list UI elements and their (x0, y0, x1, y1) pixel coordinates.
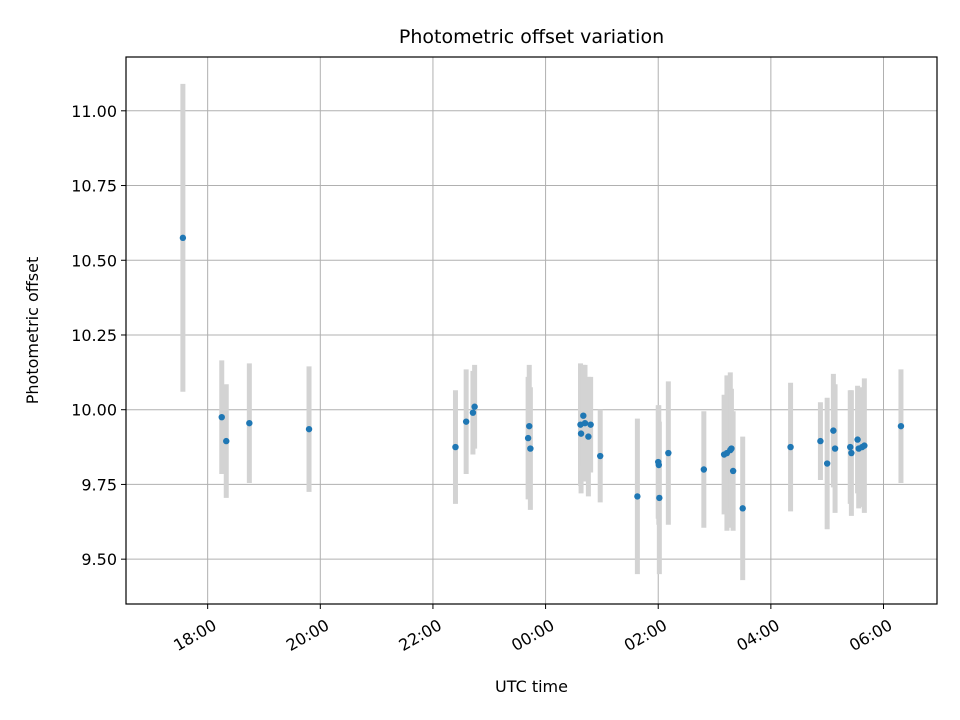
data-point (729, 467, 737, 475)
data-point (577, 430, 585, 437)
data-point (246, 419, 253, 427)
y-tick-label: 11.00 (71, 102, 117, 121)
data-point (817, 437, 824, 445)
y-tick-label: 10.75 (71, 177, 117, 196)
data-point (526, 422, 533, 430)
data-point (655, 461, 662, 469)
data-point (462, 418, 470, 425)
data-point (739, 505, 746, 512)
data-point (830, 427, 837, 434)
data-point (728, 445, 735, 452)
data-point (665, 449, 672, 457)
grid (126, 57, 937, 604)
data-point (587, 421, 594, 428)
data-point (787, 443, 794, 451)
data-point (218, 413, 225, 421)
data-point (585, 433, 592, 440)
data-point (223, 437, 230, 445)
data-point (854, 436, 861, 443)
y-tick-label: 10.00 (71, 401, 117, 420)
data-point (861, 442, 868, 449)
data-point (524, 434, 532, 442)
data-points (179, 234, 905, 512)
plot-frame (125, 56, 938, 605)
data-point (452, 443, 459, 451)
y-axis-label: Photometric offset (23, 257, 42, 405)
data-point (179, 234, 187, 242)
data-point (527, 445, 534, 452)
data-point (848, 449, 855, 457)
data-point (656, 494, 663, 502)
data-point (471, 403, 478, 410)
data-point (823, 460, 831, 467)
data-point (831, 445, 839, 452)
data-point (580, 412, 587, 419)
x-axis-label: UTC time (495, 677, 568, 696)
data-point (897, 422, 905, 430)
data-point (634, 493, 641, 500)
data-point (305, 425, 313, 433)
data-point (700, 466, 708, 473)
y-axis: 9.50 9.75 10.00 10.25 10.50 10.75 11.00 (71, 102, 126, 569)
data-point (847, 443, 854, 451)
y-tick-label: 9.75 (81, 475, 117, 494)
data-point (581, 419, 589, 427)
data-point (469, 409, 477, 416)
y-tick-label: 10.50 (71, 251, 117, 270)
y-tick-label: 9.50 (81, 550, 117, 569)
chart-title: Photometric offset variation (399, 26, 664, 48)
data-point (597, 452, 604, 460)
y-tick-label: 10.25 (71, 326, 117, 345)
